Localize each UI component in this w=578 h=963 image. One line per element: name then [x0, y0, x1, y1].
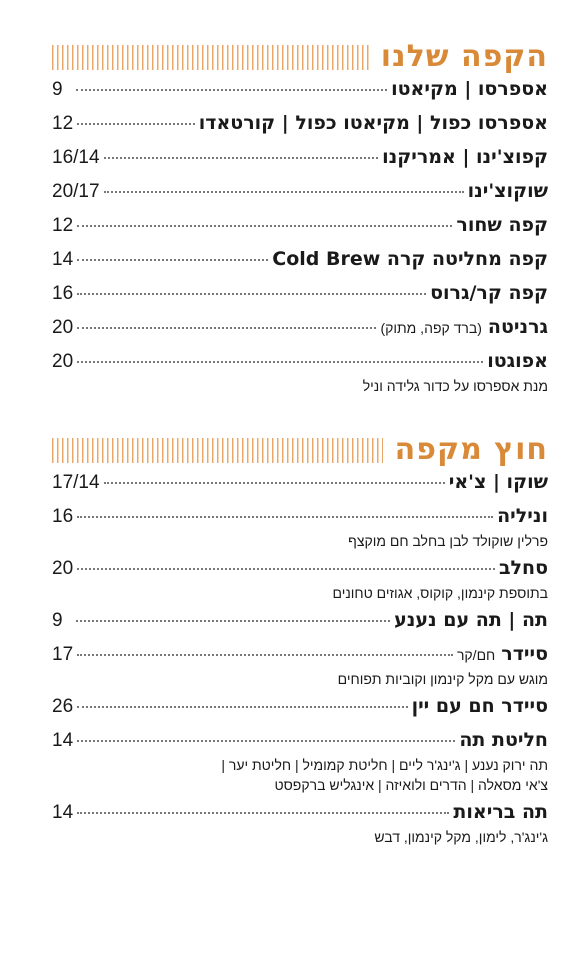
dot-leader — [77, 361, 484, 363]
item-name: שוקו | צ'אי — [448, 471, 548, 493]
dot-leader — [76, 89, 388, 91]
item-price: 12 — [52, 113, 74, 134]
menu-item: תה בריאות 14 ג'ינג'ר, לימון, מקל קינמון, … — [52, 801, 548, 847]
menu-item: שוקוצ'ינו 20/17 — [52, 180, 548, 214]
dot-leader — [77, 123, 195, 125]
section-title: חוץ מקפה — [394, 432, 548, 467]
menu-item: וניליה 16 פרלין שוקולד לבן בחלב חם מוקצף — [52, 505, 548, 551]
menu-item: קפה קר/גרוס 16 — [52, 282, 548, 316]
item-name: קפה קר/גרוס — [430, 282, 548, 304]
dot-leader — [77, 812, 450, 814]
dot-leader — [77, 706, 408, 708]
menu-item: חליטת תה 14 תה ירוק נענע | ג'ינג'ר ליים |… — [52, 729, 548, 795]
section-header: הקפה שלנו — [52, 40, 548, 74]
menu-item: תה | תה עם נענע 9 — [52, 609, 548, 643]
dot-leader — [77, 568, 495, 570]
item-price: 17 — [52, 644, 74, 665]
item-name: תה | תה עם נענע — [394, 609, 548, 631]
item-price: 20 — [52, 351, 74, 372]
menu-item: קפה שחור 12 — [52, 214, 548, 248]
menu-item: גרניטה (ברד קפה, מתוק) 20 — [52, 316, 548, 350]
menu-item: סיידר חם עם יין 26 — [52, 695, 548, 729]
menu-item: אספרסו | מקיאטו 9 — [52, 78, 548, 112]
item-price: 16/14 — [52, 147, 100, 168]
item-name: חליטת תה — [459, 729, 548, 751]
item-name: סחלב — [498, 557, 548, 579]
item-price: 14 — [52, 249, 74, 270]
item-price: 9 — [52, 79, 63, 100]
item-name: סיידר חם עם יין — [411, 695, 548, 717]
section-title-bar — [52, 437, 383, 463]
item-name: תה בריאות — [453, 801, 548, 823]
dot-leader — [77, 740, 456, 742]
item-price: 16 — [52, 283, 74, 304]
dot-leader — [103, 191, 464, 193]
item-description: תה ירוק נענע | ג'ינג'ר ליים | חליטת קמומ… — [221, 757, 548, 773]
item-note: (ברד קפה, מתוק) — [380, 320, 482, 336]
item-price: 20 — [52, 558, 74, 579]
item-description: בתוספת קינמון, קוקוס, אגוזים טחונים — [332, 585, 549, 601]
dot-leader — [76, 620, 391, 622]
item-description: ג'ינג'ר, לימון, מקל קינמון, דבש — [374, 829, 548, 845]
item-name: אספרסו | מקיאטו — [391, 78, 548, 100]
menu-item: קפה מחליטה קרה Cold Brew 14 — [52, 248, 548, 282]
item-name: קפוצ'ינו | אמריקנו — [382, 146, 548, 168]
dot-leader — [103, 157, 379, 159]
menu-item: שוקו | צ'אי 17/14 — [52, 471, 548, 505]
item-price: 16 — [52, 506, 74, 527]
item-name: אספרסו כפול | מקיאטו כפול | קורטאדו — [198, 112, 548, 134]
item-description: פרלין שוקולד לבן בחלב חם מוקצף — [348, 533, 548, 549]
item-name: שוקוצ'ינו — [467, 180, 548, 202]
item-price: 14 — [52, 802, 74, 823]
dot-leader — [103, 482, 445, 484]
menu-item: אספרסו כפול | מקיאטו כפול | קורטאדו 12 — [52, 112, 548, 146]
item-description: צ'אי מסאלה | הדרים ולואיזה | אינגליש ברק… — [274, 777, 548, 793]
section-title-bar — [52, 44, 369, 70]
dot-leader — [77, 654, 453, 656]
item-price: 14 — [52, 730, 74, 751]
item-name: גרניטה — [487, 316, 548, 338]
item-name: סיידר — [501, 643, 548, 665]
item-description: מנת אספרסו על כדור גלידה וניל — [362, 378, 548, 394]
menu-item: סיידר חם/קר 17 מוגש עם מקל קינמון וקוביות … — [52, 643, 548, 689]
section-header: חוץ מקפה — [52, 433, 548, 467]
item-name: וניליה — [497, 505, 548, 527]
item-price: 26 — [52, 696, 74, 717]
dot-leader — [77, 259, 269, 261]
item-name: אפוגטו — [487, 350, 548, 372]
dot-leader — [77, 293, 427, 295]
item-name: קפה מחליטה קרה Cold Brew — [272, 248, 548, 270]
item-name: קפה שחור — [456, 214, 548, 236]
dot-leader — [77, 327, 377, 329]
section-title: הקפה שלנו — [380, 39, 548, 74]
menu-item: קפוצ'ינו | אמריקנו 16/14 — [52, 146, 548, 180]
item-description: מוגש עם מקל קינמון וקוביות תפוחים — [337, 671, 548, 687]
item-price: 20/17 — [52, 181, 100, 202]
item-price: 9 — [52, 610, 63, 631]
item-price: 17/14 — [52, 472, 100, 493]
section-beyond-coffee: חוץ מקפה שוקו | צ'אי 17/14 וניליה 16 פרלין… — [52, 433, 548, 853]
menu-item: סחלב 20 בתוספת קינמון, קוקוס, אגוזים טחונ… — [52, 557, 548, 603]
item-price: 20 — [52, 317, 74, 338]
item-price: 12 — [52, 215, 74, 236]
dot-leader — [77, 516, 494, 518]
item-note: חם/קר — [456, 647, 496, 663]
menu-item: אפוגטו 20 מנת אספרסו על כדור גלידה וניל — [52, 350, 548, 396]
dot-leader — [77, 225, 453, 227]
section-our-coffee: הקפה שלנו אספרסו | מקיאטו 9 אספרסו כפול |… — [52, 40, 548, 402]
